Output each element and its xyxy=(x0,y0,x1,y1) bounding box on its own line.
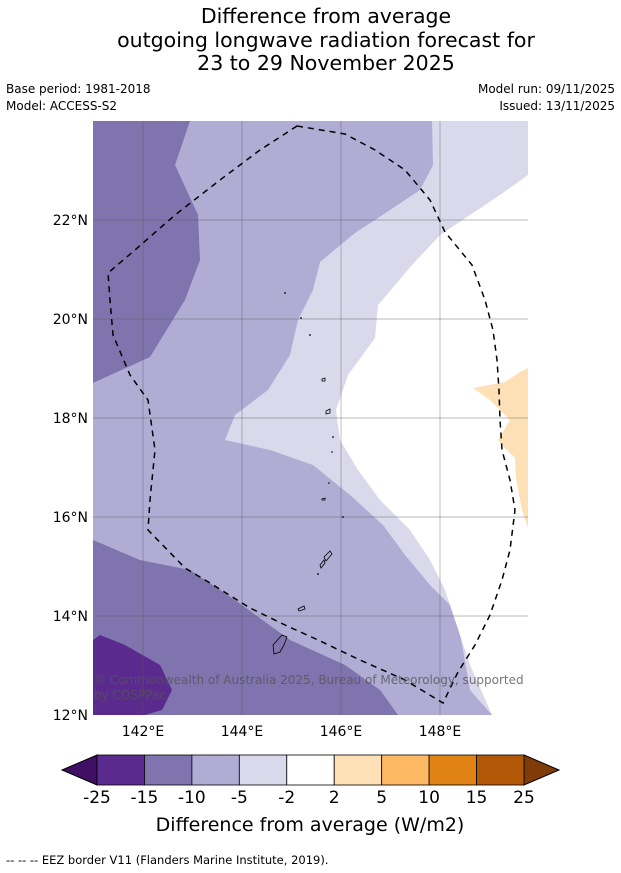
colorbar-segment xyxy=(144,754,193,786)
anomaly-field xyxy=(93,121,528,715)
lat-label-16n: 16°N xyxy=(53,510,88,526)
colorbar-segment xyxy=(191,754,240,786)
island-rota xyxy=(297,605,306,612)
colorbar-tick-label: 25 xyxy=(513,788,535,808)
lat-label-18n: 18°N xyxy=(53,411,88,427)
colorbar-tick-label: 2 xyxy=(329,788,340,808)
title-line-2: outgoing longwave radiation forecast for xyxy=(117,27,535,52)
island-alamagan xyxy=(325,408,331,415)
issued-date: Issued: 13/11/2025 xyxy=(499,99,615,113)
base-period: Base period: 1981-2018 xyxy=(6,82,151,96)
band-minus25-minus15 xyxy=(93,635,172,715)
credit-line-2: by COSPPac xyxy=(94,688,166,702)
lat-label-22n: 22°N xyxy=(53,213,88,229)
colorbar-tick-label: 10 xyxy=(418,788,440,808)
colorbar-segment xyxy=(238,754,288,786)
colorbar-extend-low xyxy=(60,754,98,786)
colorbar-segment xyxy=(428,754,477,786)
band-minus15-minus10-north xyxy=(93,121,200,383)
island-pagan xyxy=(321,377,326,382)
colorbar-tick-label: -5 xyxy=(231,788,248,808)
longitude-labels: 142°E 144°E 146°E 148°E xyxy=(122,724,462,740)
credit-line-1: © Commonwealth of Australia 2025, Bureau… xyxy=(94,673,524,687)
lat-label-14n: 14°N xyxy=(53,609,88,625)
colorbar-tick-label: -25 xyxy=(83,788,111,808)
colorbar-tick-label: -10 xyxy=(178,788,206,808)
colorbar-segment xyxy=(96,754,145,786)
colorbar-tick-label: -15 xyxy=(131,788,159,808)
colorbar-segment xyxy=(476,754,525,786)
colorbar-tick-label: 5 xyxy=(376,788,387,808)
colorbar-title: Difference from average (W/m2) xyxy=(156,814,465,836)
map-title: Difference from average outgoing longwav… xyxy=(0,4,621,76)
island-tinian xyxy=(319,559,326,569)
title-line-1: Difference from average xyxy=(200,4,452,28)
eez-footnote: -- -- -- EEZ border V11 (Flanders Marine… xyxy=(6,853,329,867)
band-minus15-minus10-south xyxy=(93,540,398,715)
meta-right: Model run: 09/11/2025 Issued: 13/11/2025 xyxy=(478,81,615,115)
islands xyxy=(272,377,333,655)
colorbar-tick-labels: -25 -15 -10 -5 -2 2 5 10 15 25 xyxy=(83,788,535,808)
lat-label-20n: 20°N xyxy=(53,312,88,328)
lat-label-12n: 12°N xyxy=(53,708,88,724)
island-saipan xyxy=(323,550,333,562)
meta-left: Base period: 1981-2018 Model: ACCESS-S2 xyxy=(6,81,151,115)
model-name: Model: ACCESS-S2 xyxy=(6,99,118,113)
band-minus2-plus2 xyxy=(336,175,528,715)
colorbar-tick-label: -2 xyxy=(278,788,295,808)
lon-label-144e: 144°E xyxy=(221,724,264,740)
colorbar-tick-label: 15 xyxy=(466,788,488,808)
island-guam xyxy=(272,634,288,655)
lon-label-146e: 146°E xyxy=(320,724,363,740)
colorbar-segments xyxy=(96,754,525,786)
lon-label-142e: 142°E xyxy=(122,724,165,740)
band-plus2-plus5 xyxy=(473,368,528,528)
eez-border xyxy=(107,125,516,705)
colorbar-segment xyxy=(381,754,430,786)
islets xyxy=(284,292,344,575)
colorbar: -25 -15 -10 -5 -2 2 5 10 15 25 Difference from av… xyxy=(60,754,561,836)
island-anatahan xyxy=(321,497,326,501)
lon-label-148e: 148°E xyxy=(419,724,462,740)
colorbar-extend-high xyxy=(523,754,561,786)
colorbar-segment xyxy=(333,754,383,786)
latitude-labels: 22°N 20°N 18°N 16°N 14°N 12°N xyxy=(53,213,88,724)
title-line-3: 23 to 29 November 2025 xyxy=(197,51,455,75)
model-run: Model run: 09/11/2025 xyxy=(477,82,615,96)
colorbar-segment xyxy=(286,754,335,786)
